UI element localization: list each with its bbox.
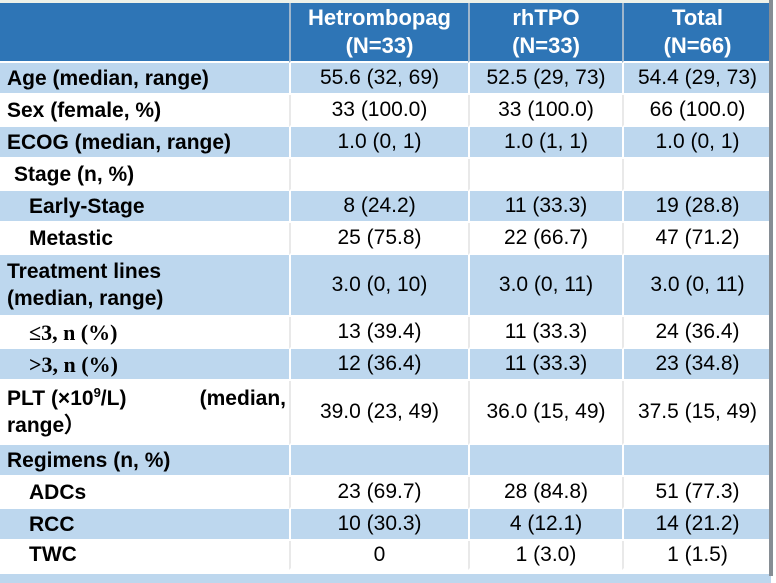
value-cell: 11 (33.3) <box>468 191 622 223</box>
value-cell: 3.0 (0, 11) <box>622 255 771 317</box>
table-row-treatment-lines: Treatment lines (median, range) 3.0 (0, … <box>0 255 771 317</box>
row-label-line: Treatment lines <box>7 260 162 283</box>
value-cell <box>622 445 771 477</box>
value-cell: 4 (12.1) <box>468 509 622 541</box>
value-cell: 66 (100.0) <box>622 95 771 127</box>
column-header-line: Total <box>672 5 723 30</box>
column-header-total: Total (N=66) <box>622 3 771 63</box>
column-header-line: rhTPO <box>512 5 580 30</box>
value-cell: 11 (33.3) <box>468 317 622 349</box>
row-label: Sex (female, %) <box>0 95 289 127</box>
value-cell <box>468 445 622 477</box>
table-row-twc: TWC 0 1 (3.0) 1 (1.5) <box>0 541 771 570</box>
value-cell <box>468 159 622 191</box>
value-cell: 3.0 (0, 11) <box>468 255 622 317</box>
value-cell <box>289 445 468 477</box>
value-cell: 54.4 (29, 73) <box>622 63 771 95</box>
row-label: Stage (n, %) <box>0 159 289 191</box>
value-cell: 55.6 (32, 69) <box>289 63 468 95</box>
value-cell: 39.0 (23, 49) <box>289 381 468 445</box>
value-cell: 11 (33.3) <box>468 349 622 381</box>
table-row-le3: ≤3, n (%) 13 (39.4) 11 (33.3) 24 (36.4) <box>0 317 771 349</box>
column-header-line: (N=33) <box>345 33 414 58</box>
value-cell: 13 (39.4) <box>289 317 468 349</box>
row-label-line: (median, range) <box>7 287 164 310</box>
value-cell: 19 (28.8) <box>622 191 771 223</box>
value-cell: 14 (21.2) <box>622 509 771 541</box>
row-label: PLT (×109/L) (median, range） <box>0 381 289 445</box>
row-label: >3, n (%) <box>0 349 289 381</box>
value-cell: 33 (100.0) <box>289 95 468 127</box>
row-label: Treatment lines (median, range) <box>0 255 289 317</box>
row-label: Early-Stage <box>0 191 289 223</box>
column-header-hetrombopag: Hetrombopag (N=33) <box>289 3 468 63</box>
plt-median-text: (median, <box>199 387 286 410</box>
table-row-plt: PLT (×109/L) (median, range） 39.0 (23, 4… <box>0 381 771 445</box>
table-row-gt3: >3, n (%) 12 (36.4) 11 (33.3) 23 (34.8) <box>0 349 771 381</box>
row-label: ECOG (median, range) <box>0 127 289 159</box>
row-label: Regimens (n, %) <box>0 445 289 477</box>
value-cell <box>622 159 771 191</box>
table-row-early-stage: Early-Stage 8 (24.2) 11 (33.3) 19 (28.8) <box>0 191 771 223</box>
value-cell: 28 (84.8) <box>468 477 622 509</box>
table-row-rcc: RCC 10 (30.3) 4 (12.1) 14 (21.2) <box>0 509 771 541</box>
column-header-line: (N=66) <box>663 33 732 58</box>
row-label: TWC <box>0 541 289 570</box>
column-header-rhtpo: rhTPO (N=33) <box>468 3 622 63</box>
row-label: RCC <box>0 509 289 541</box>
table-row-ecog: ECOG (median, range) 1.0 (0, 1) 1.0 (1, … <box>0 127 771 159</box>
value-cell: 0 <box>289 541 468 570</box>
value-cell: 23 (34.8) <box>622 349 771 381</box>
value-cell: 1.0 (1, 1) <box>468 127 622 159</box>
table-row-stage: Stage (n, %) <box>0 159 771 191</box>
column-header-line: Hetrombopag <box>308 5 451 30</box>
row-label-line: PLT (×109/L) (median, <box>7 385 289 412</box>
value-cell: 1.0 (0, 1) <box>622 127 771 159</box>
value-cell: 1.0 (0, 1) <box>289 127 468 159</box>
table-body: Age (median, range) 55.6 (32, 69) 52.5 (… <box>0 63 771 570</box>
value-cell: 36.0 (15, 49) <box>468 381 622 445</box>
superscript-9: 9 <box>93 385 101 400</box>
row-label: ≤3, n (%) <box>0 317 289 349</box>
value-cell: 51 (77.3) <box>622 477 771 509</box>
value-cell: 1 (3.0) <box>468 541 622 570</box>
top-divider <box>0 0 771 3</box>
table-row-regimens: Regimens (n, %) <box>0 445 771 477</box>
row-label: Metastic <box>0 223 289 255</box>
value-cell: 3.0 (0, 10) <box>289 255 468 317</box>
table-row-age: Age (median, range) 55.6 (32, 69) 52.5 (… <box>0 63 771 95</box>
plt-unit-text: PLT (×109/L) <box>7 385 127 410</box>
table-header: Hetrombopag (N=33) rhTPO (N=33) Total (N… <box>0 3 771 63</box>
table-row-metastic: Metastic 25 (75.8) 22 (66.7) 47 (71.2) <box>0 223 771 255</box>
column-header-line: (N=33) <box>512 33 580 58</box>
baseline-characteristics-table: Hetrombopag (N=33) rhTPO (N=33) Total (N… <box>0 3 771 570</box>
value-cell: 22 (66.7) <box>468 223 622 255</box>
table-row-adcs: ADCs 23 (69.7) 28 (84.8) 51 (77.3) <box>0 477 771 509</box>
right-edge-border <box>769 0 773 576</box>
value-cell <box>289 159 468 191</box>
value-cell: 52.5 (29, 73) <box>468 63 622 95</box>
value-cell: 8 (24.2) <box>289 191 468 223</box>
column-header-empty <box>0 3 289 63</box>
value-cell: 25 (75.8) <box>289 223 468 255</box>
value-cell: 37.5 (15, 49) <box>622 381 771 445</box>
value-cell: 24 (36.4) <box>622 317 771 349</box>
value-cell: 47 (71.2) <box>622 223 771 255</box>
header-row: Hetrombopag (N=33) rhTPO (N=33) Total (N… <box>0 3 771 63</box>
row-label: Age (median, range) <box>0 63 289 95</box>
next-row-strip <box>0 572 771 583</box>
table-row-sex: Sex (female, %) 33 (100.0) 33 (100.0) 66… <box>0 95 771 127</box>
value-cell: 10 (30.3) <box>289 509 468 541</box>
value-cell: 23 (69.7) <box>289 477 468 509</box>
value-cell: 1 (1.5) <box>622 541 771 570</box>
row-label: ADCs <box>0 477 289 509</box>
value-cell: 33 (100.0) <box>468 95 622 127</box>
value-cell: 12 (36.4) <box>289 349 468 381</box>
row-label-line: range） <box>7 414 86 437</box>
